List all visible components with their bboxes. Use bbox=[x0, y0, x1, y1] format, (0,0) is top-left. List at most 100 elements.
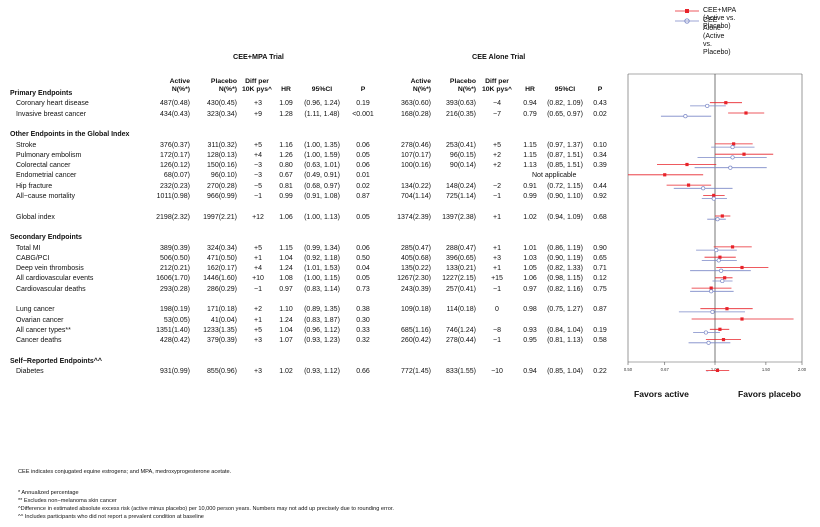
cell-a-active: 931(0.99) bbox=[160, 368, 190, 376]
cell-a-ci: (1.01, 1.53) bbox=[304, 265, 340, 273]
table-row: Diabetes 931(0.99) 855(0.96) +3 1.02 (0.93, 1… bbox=[0, 367, 615, 377]
cell-a-active: 1011(0.98) bbox=[156, 193, 190, 200]
cell-a-hr: 1.16 bbox=[279, 141, 293, 149]
cell-a-ci: (0.83, 1.14) bbox=[304, 285, 340, 293]
cell-a-p: <0.001 bbox=[352, 110, 374, 118]
cell-a-p: 0.87 bbox=[356, 193, 370, 200]
cell-b-diff: +2 bbox=[493, 162, 501, 170]
hr-point-square bbox=[725, 307, 729, 311]
cell-a-hr: 1.04 bbox=[279, 326, 293, 334]
cell-b-placebo: 1227(2.15) bbox=[442, 275, 476, 283]
hr-point-circle bbox=[728, 165, 733, 170]
cell-a-diff: −3 bbox=[254, 162, 262, 170]
cell-b-p: 0.44 bbox=[593, 182, 607, 190]
hr-point-square bbox=[732, 142, 736, 146]
cell-b-hr: 0.99 bbox=[523, 193, 537, 200]
cell-b-hr: 0.94 bbox=[523, 100, 537, 108]
cell-a-hr: 0.81 bbox=[279, 182, 293, 190]
cell-a-active: 68(0.07) bbox=[163, 172, 190, 180]
legend-label: CEE Alone (Active vs. Placebo) bbox=[703, 17, 731, 56]
cell-a-ci: (0.92, 1.18) bbox=[304, 254, 340, 262]
cell-a-placebo: 430(0.45) bbox=[207, 100, 237, 108]
cell-a-active: 293(0.28) bbox=[160, 285, 190, 293]
table-row: CABG/PCI 506(0.50) 471(0.50) +1 1.04 (0.92, 1… bbox=[0, 254, 615, 264]
hr-point-square bbox=[663, 173, 667, 177]
cell-b-active: 405(0.68) bbox=[401, 254, 431, 262]
hr-point-square bbox=[720, 214, 724, 218]
cell-a-diff: +9 bbox=[254, 110, 262, 118]
trial-title-cee-mpa: CEE+MPA Trial bbox=[233, 52, 284, 61]
cell-b-hr: 0.93 bbox=[523, 326, 537, 334]
cell-b-placebo: 216(0.35) bbox=[446, 110, 476, 118]
cell-a-p: 0.33 bbox=[356, 326, 370, 334]
cell-b-p: 0.12 bbox=[593, 275, 607, 283]
cell-b-placebo: 288(0.47) bbox=[446, 244, 476, 252]
cell-a-placebo: 270(0.28) bbox=[207, 182, 237, 190]
hr-point-square bbox=[744, 111, 748, 115]
table-row: Colorectal cancer 126(0.12) 150(0.16) −3 0.8… bbox=[0, 161, 615, 171]
cell-a-ci: (1.00, 1.35) bbox=[304, 141, 340, 149]
cell-b-hr: 1.06 bbox=[523, 275, 537, 283]
cell-a-diff: +12 bbox=[252, 213, 264, 221]
cell-a-active: 506(0.50) bbox=[160, 254, 190, 262]
cell-b-hr: 0.94 bbox=[523, 368, 537, 376]
table-row: Cancer deaths 428(0.42) 379(0.39) +3 1.07 (0.… bbox=[0, 336, 615, 346]
cell-a-placebo: 171(0.18) bbox=[207, 306, 237, 314]
cell-a-ci: (0.93, 1.23) bbox=[304, 337, 340, 345]
header-diff-b: Diff per 10K pys^ bbox=[481, 78, 513, 93]
cell-a-p: 0.50 bbox=[356, 254, 370, 262]
header-hr-b: HR bbox=[525, 86, 535, 93]
cell-a-ci: (0.99, 1.34) bbox=[304, 244, 340, 252]
cell-b-active: 134(0.22) bbox=[401, 182, 431, 190]
cell-a-diff: −1 bbox=[254, 285, 262, 293]
cell-b-p: 0.58 bbox=[593, 337, 607, 345]
cell-b-active: 1267(2.30) bbox=[397, 275, 431, 283]
hr-point-square bbox=[742, 152, 746, 156]
footnote-prevalent: ^^ Includes participants who did not rep… bbox=[18, 514, 204, 520]
cell-b-p: 0.65 bbox=[593, 254, 607, 262]
cell-a-placebo: 1233(1.35) bbox=[203, 326, 237, 334]
table-row: Global index 2198(2.32) 1997(2.21) +12 1.06 (… bbox=[0, 213, 615, 223]
hr-point-circle bbox=[730, 155, 735, 160]
hr-point-circle bbox=[720, 278, 725, 284]
hr-point-square bbox=[686, 183, 691, 187]
cell-a-hr: 1.02 bbox=[279, 368, 293, 376]
endpoint-label: Cancer deaths bbox=[16, 337, 62, 345]
cell-a-p: 0.19 bbox=[356, 100, 370, 108]
cell-a-hr: 1.26 bbox=[279, 151, 293, 159]
cell-b-ci: (0.72, 1.15) bbox=[547, 182, 583, 190]
section-header: Other Endpoints in the Global Index bbox=[0, 130, 615, 140]
header-p-b: P bbox=[597, 86, 603, 93]
cell-a-ci: (0.63, 1.01) bbox=[304, 162, 340, 170]
cell-b-hr: 1.01 bbox=[523, 244, 537, 252]
cell-b-ci: (0.85, 1.04) bbox=[547, 368, 583, 376]
cell-b-placebo: 1397(2.38) bbox=[442, 213, 476, 221]
hr-point-square bbox=[718, 327, 722, 331]
cell-b-ci: (0.94, 1.09) bbox=[547, 213, 583, 221]
cell-b-placebo: 833(1.55) bbox=[446, 368, 476, 376]
cell-b-placebo: 393(0.63) bbox=[446, 100, 476, 108]
cell-b-placebo: 253(0.41) bbox=[446, 141, 476, 149]
cell-b-placebo: 278(0.44) bbox=[446, 337, 476, 345]
cell-a-active: 1606(1.70) bbox=[156, 275, 190, 283]
cell-b-diff: +1 bbox=[493, 244, 501, 252]
cell-a-active: 376(0.37) bbox=[160, 141, 190, 149]
table-row: Endometrial cancer 68(0.07) 96(0.10) −3 0.67… bbox=[0, 171, 615, 181]
cell-b-diff: −4 bbox=[493, 100, 501, 108]
cell-b-active: 772(1.45) bbox=[401, 368, 431, 376]
cell-b-diff: +15 bbox=[491, 275, 503, 283]
cell-a-hr: 0.99 bbox=[279, 193, 293, 200]
cell-b-p: 0.19 bbox=[593, 326, 607, 334]
cell-b-p: 0.10 bbox=[593, 141, 607, 149]
endpoint-label: Ovarian cancer bbox=[16, 316, 64, 324]
cell-b-ci: (0.85, 1.51) bbox=[547, 162, 583, 170]
cell-b-active: 278(0.46) bbox=[401, 141, 431, 149]
cell-b-placebo: 133(0.21) bbox=[446, 265, 476, 273]
cell-a-ci: (0.91, 1.08) bbox=[304, 193, 340, 200]
cell-b-placebo: 114(0.18) bbox=[446, 306, 476, 314]
cell-b-placebo: 725(1.14) bbox=[446, 193, 476, 200]
cell-b-ci: (0.65, 0.97) bbox=[547, 110, 583, 118]
cell-a-active: 389(0.39) bbox=[160, 244, 190, 252]
cell-a-p: 0.01 bbox=[356, 172, 370, 180]
cell-a-diff: −1 bbox=[254, 193, 262, 200]
